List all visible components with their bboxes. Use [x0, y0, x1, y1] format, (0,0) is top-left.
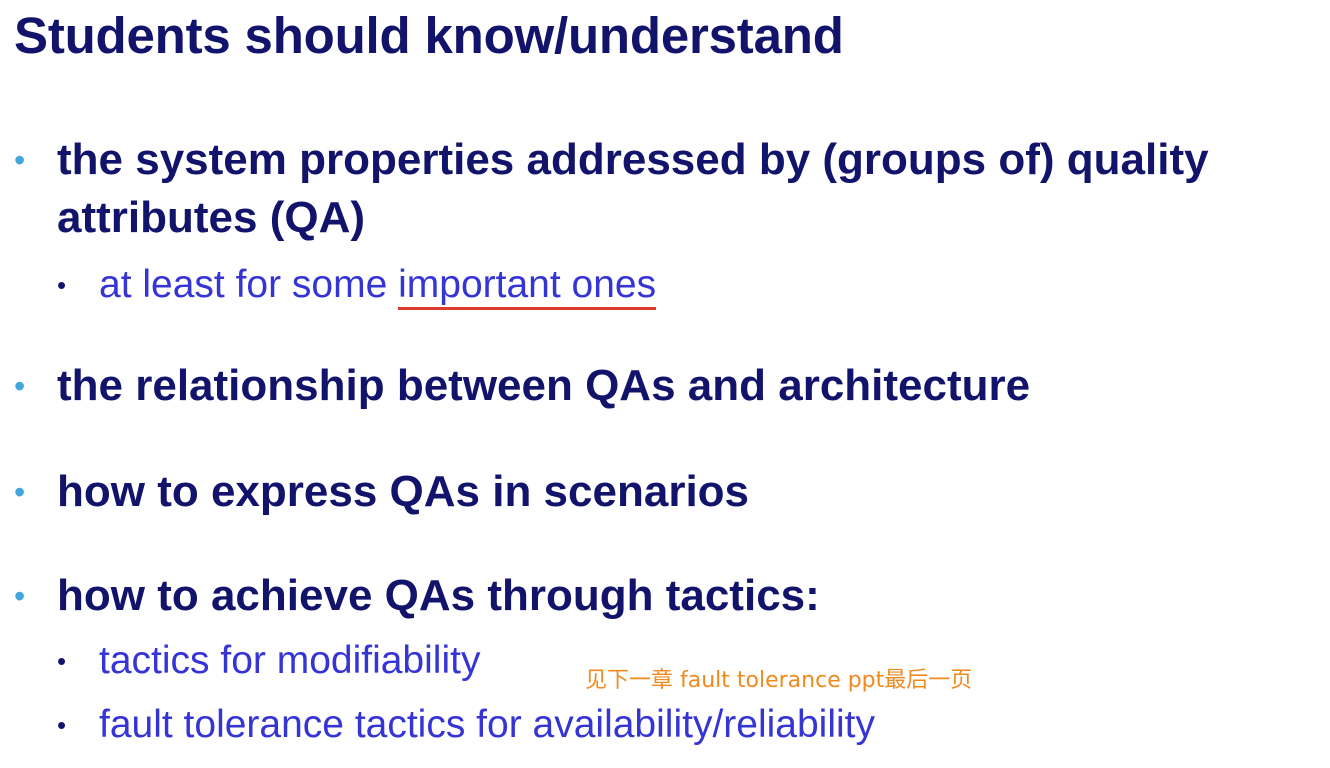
underlined-phrase: important ones [398, 263, 657, 310]
sub-bullet-prefix: at least for some [99, 263, 399, 306]
bullet-text-continued: attributes (QA) [57, 193, 365, 242]
bullet-dot: • [14, 142, 26, 178]
bullet-text: the system properties addressed by (grou… [57, 135, 1209, 184]
slide-title: Students should know/understand [14, 7, 844, 64]
sub-bullet-dot: • [57, 646, 67, 676]
sub-bullet-dot: • [57, 710, 67, 740]
handwritten-annotation: 见下一章 fault tolerance ppt最后一页 [585, 668, 973, 693]
bullet-dot: • [14, 474, 26, 510]
bullet-dot: • [14, 368, 26, 404]
sub-bullet-text: tactics for modifiability [99, 639, 481, 682]
bullet-dot: • [14, 578, 26, 614]
bullet-text: how to express QAs in scenarios [57, 467, 750, 516]
bullet-text: how to achieve QAs through tactics: [57, 571, 820, 620]
sub-bullet-dot: • [57, 270, 67, 300]
sub-bullet-text: at least for some important ones [99, 260, 657, 310]
sub-bullet-text: fault tolerance tactics for availability… [99, 703, 876, 746]
bullet-text: the relationship between QAs and archite… [57, 361, 1031, 410]
